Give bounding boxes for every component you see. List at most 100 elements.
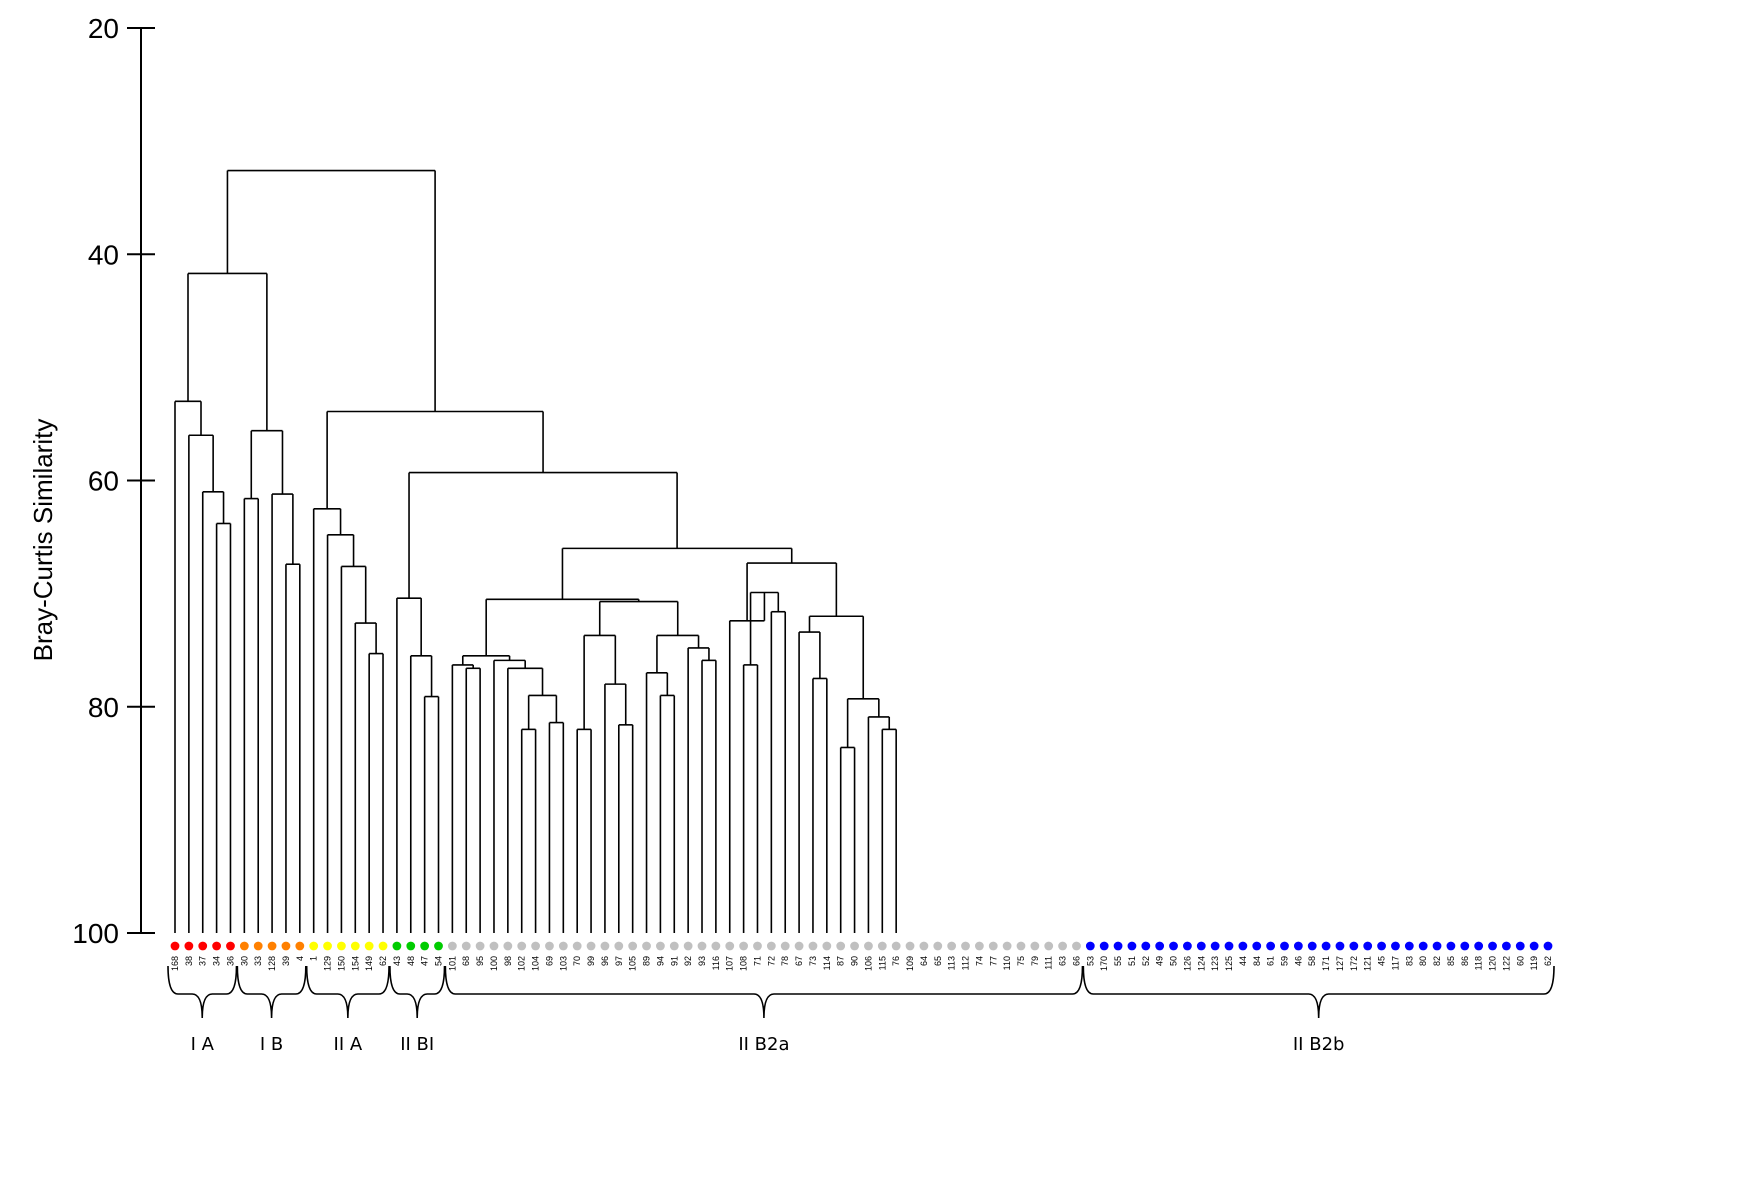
leaf-label: 55: [1113, 956, 1123, 966]
leaf-dot: [1196, 941, 1206, 951]
leaf-label: 44: [1238, 956, 1248, 966]
leaf-label: 60: [1515, 956, 1525, 966]
leaf-label: 122: [1501, 956, 1511, 971]
group-brace: [167, 965, 238, 1019]
leaf-label: 118: [1474, 956, 1484, 970]
leaf-label: 149: [364, 956, 374, 971]
leaf-dot: [239, 941, 249, 951]
leaf-dot: [461, 941, 471, 951]
group-brace: [305, 965, 390, 1019]
leaf-label: 52: [1141, 956, 1151, 966]
leaf-label: 172: [1349, 956, 1359, 971]
leaf-dot: [489, 941, 499, 951]
leaf-dot: [600, 941, 610, 951]
leaf-label: 120: [1488, 956, 1498, 971]
leaf-dot: [850, 941, 859, 951]
leaf-label: 84: [1252, 956, 1262, 966]
leaf-dot: [836, 941, 846, 951]
leaf-dot: [988, 941, 998, 951]
leaf-dot: [933, 941, 943, 951]
leaf-dot: [974, 941, 984, 951]
leaf-dot: [1446, 941, 1456, 951]
leaf-dot: [905, 941, 915, 951]
leaf-dot: [1058, 941, 1067, 951]
leaf-label: 104: [531, 956, 541, 971]
leaf-dot: [503, 941, 513, 951]
leaf-dot: [711, 941, 721, 951]
leaf-dot: [1391, 941, 1400, 951]
leaf-label: 106: [863, 956, 873, 971]
leaf-dot: [1210, 941, 1220, 951]
leaf-label: 171: [1321, 956, 1331, 971]
leaf-label: 89: [642, 956, 652, 966]
leaf-label: 150: [336, 956, 346, 971]
leaf-dot: [725, 941, 735, 951]
leaf-label: 94: [655, 956, 665, 966]
leaf-label: 75: [1016, 956, 1026, 966]
leaf-dot: [1002, 941, 1012, 951]
leaf-label: 76: [891, 956, 901, 966]
leaf-dot: [212, 941, 222, 951]
leaf-label: 113: [947, 956, 957, 970]
leaf-label: 48: [406, 956, 416, 966]
leaf-label: 97: [614, 956, 624, 966]
leaf-dot: [1072, 941, 1081, 951]
leaf-label: 90: [850, 956, 860, 966]
leaf-label: 82: [1432, 956, 1442, 966]
leaf-label: 46: [1293, 956, 1303, 966]
leaf-dot: [1543, 941, 1553, 951]
leaf-dot: [683, 941, 693, 951]
leaf-dot: [766, 941, 776, 951]
leaf-dot: [392, 941, 402, 951]
leaf-dot: [961, 941, 970, 951]
group-brace: [444, 965, 1084, 1019]
leaf-dot: [1085, 941, 1095, 951]
leaf-dot: [656, 941, 665, 951]
leaf-label: 108: [739, 956, 749, 971]
leaf-dot: [1141, 941, 1151, 951]
leaf-label: 51: [1127, 956, 1137, 966]
leaf-dot: [1169, 941, 1178, 951]
leaf-dot: [808, 941, 818, 951]
leaf-dot: [378, 941, 388, 951]
leaf-label: 73: [808, 956, 818, 966]
leaf-dot: [1307, 941, 1317, 951]
leaf-label: 54: [434, 956, 444, 966]
leaf-label: 38: [184, 956, 194, 966]
leaf-dot: [406, 941, 416, 951]
group-label: I B: [260, 1034, 283, 1055]
leaf-dot: [1016, 941, 1026, 951]
leaf-label: 49: [1155, 956, 1165, 966]
cluster-groups: I A I B II A II BI II B2a II B2b: [167, 965, 1555, 1055]
leaf-dot: [1488, 941, 1497, 951]
leaf-label: 110: [1002, 956, 1012, 970]
leaf-label: 74: [974, 956, 984, 966]
leaf-dot: [267, 941, 277, 951]
leaf-dot: [1183, 941, 1192, 951]
leaf-dot: [558, 941, 568, 951]
leaf-dot: [572, 941, 582, 951]
leaf-label: 100: [489, 956, 499, 971]
leaf-label: 107: [725, 956, 735, 971]
leaf-dot: [794, 941, 804, 951]
leaf-label: 98: [503, 956, 513, 966]
group-brace: [1082, 965, 1555, 1019]
y-tick-label: 40: [88, 239, 119, 270]
leaf-dot: [1460, 941, 1470, 951]
leaf-label: 116: [711, 956, 721, 970]
leaf-dot: [642, 941, 651, 951]
leaf-dot: [1515, 941, 1525, 951]
leaf-dot: [947, 941, 957, 951]
leaf-dot: [1266, 941, 1276, 951]
leaf-label: 93: [697, 956, 707, 966]
leaf-label: 111: [1044, 956, 1054, 970]
leaf-dot: [1044, 941, 1054, 951]
leaf-dot: [517, 941, 527, 951]
leaf-dot: [1030, 941, 1040, 951]
leaf-dot: [1335, 941, 1345, 951]
leaf-label: 129: [323, 956, 333, 971]
leaf-label: 124: [1196, 956, 1206, 971]
leaf-label: 34: [212, 956, 222, 966]
leaf-label: 112: [961, 956, 971, 970]
leaf-label: 102: [517, 956, 527, 971]
